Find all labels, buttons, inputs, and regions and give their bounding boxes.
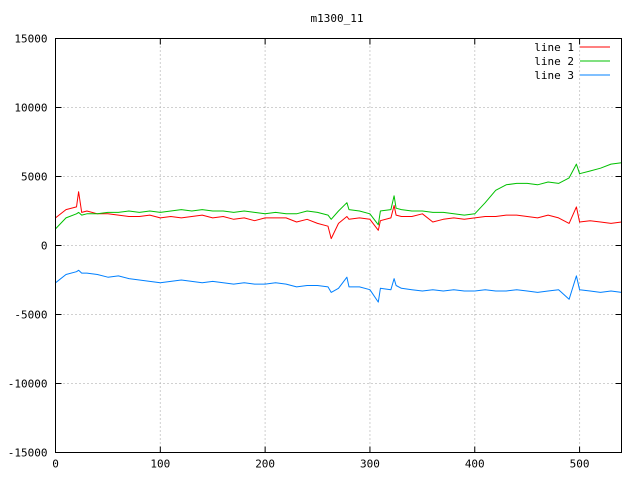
x-tick-label: 0 (52, 458, 59, 471)
y-tick-label: 15000 (14, 33, 47, 46)
grid (55, 38, 622, 453)
y-tick-label: -15000 (8, 447, 48, 460)
legend-item-line-1: line 1 (534, 41, 610, 54)
legend-label: line 3 (534, 69, 574, 82)
x-tick-label: 100 (150, 458, 170, 471)
chart-title: m1300_11 (311, 12, 364, 25)
series-line-1 (55, 191, 622, 240)
legend-item-line-3: line 3 (534, 69, 610, 82)
x-tick-label: 200 (255, 458, 275, 471)
series-lines (55, 162, 622, 303)
legend-label: line 2 (534, 55, 574, 68)
legend-label: line 1 (534, 41, 574, 54)
series-line-2 (55, 162, 622, 230)
x-tick-label: 500 (570, 458, 590, 471)
legend-item-line-2: line 2 (534, 55, 610, 68)
y-tick-label: 5000 (21, 171, 48, 184)
y-tick-label: -5000 (14, 309, 47, 322)
y-tick-label: 0 (41, 240, 48, 253)
y-tick-label: -10000 (8, 378, 48, 391)
y-tick-label: 10000 (14, 102, 47, 115)
axis-ticks: 0 100 200 300 400 500 15000 10000 5000 0 -5000 -100… (8, 33, 622, 471)
x-tick-label: 400 (465, 458, 485, 471)
series-line-3 (55, 269, 622, 303)
x-tick-label: 300 (360, 458, 380, 471)
